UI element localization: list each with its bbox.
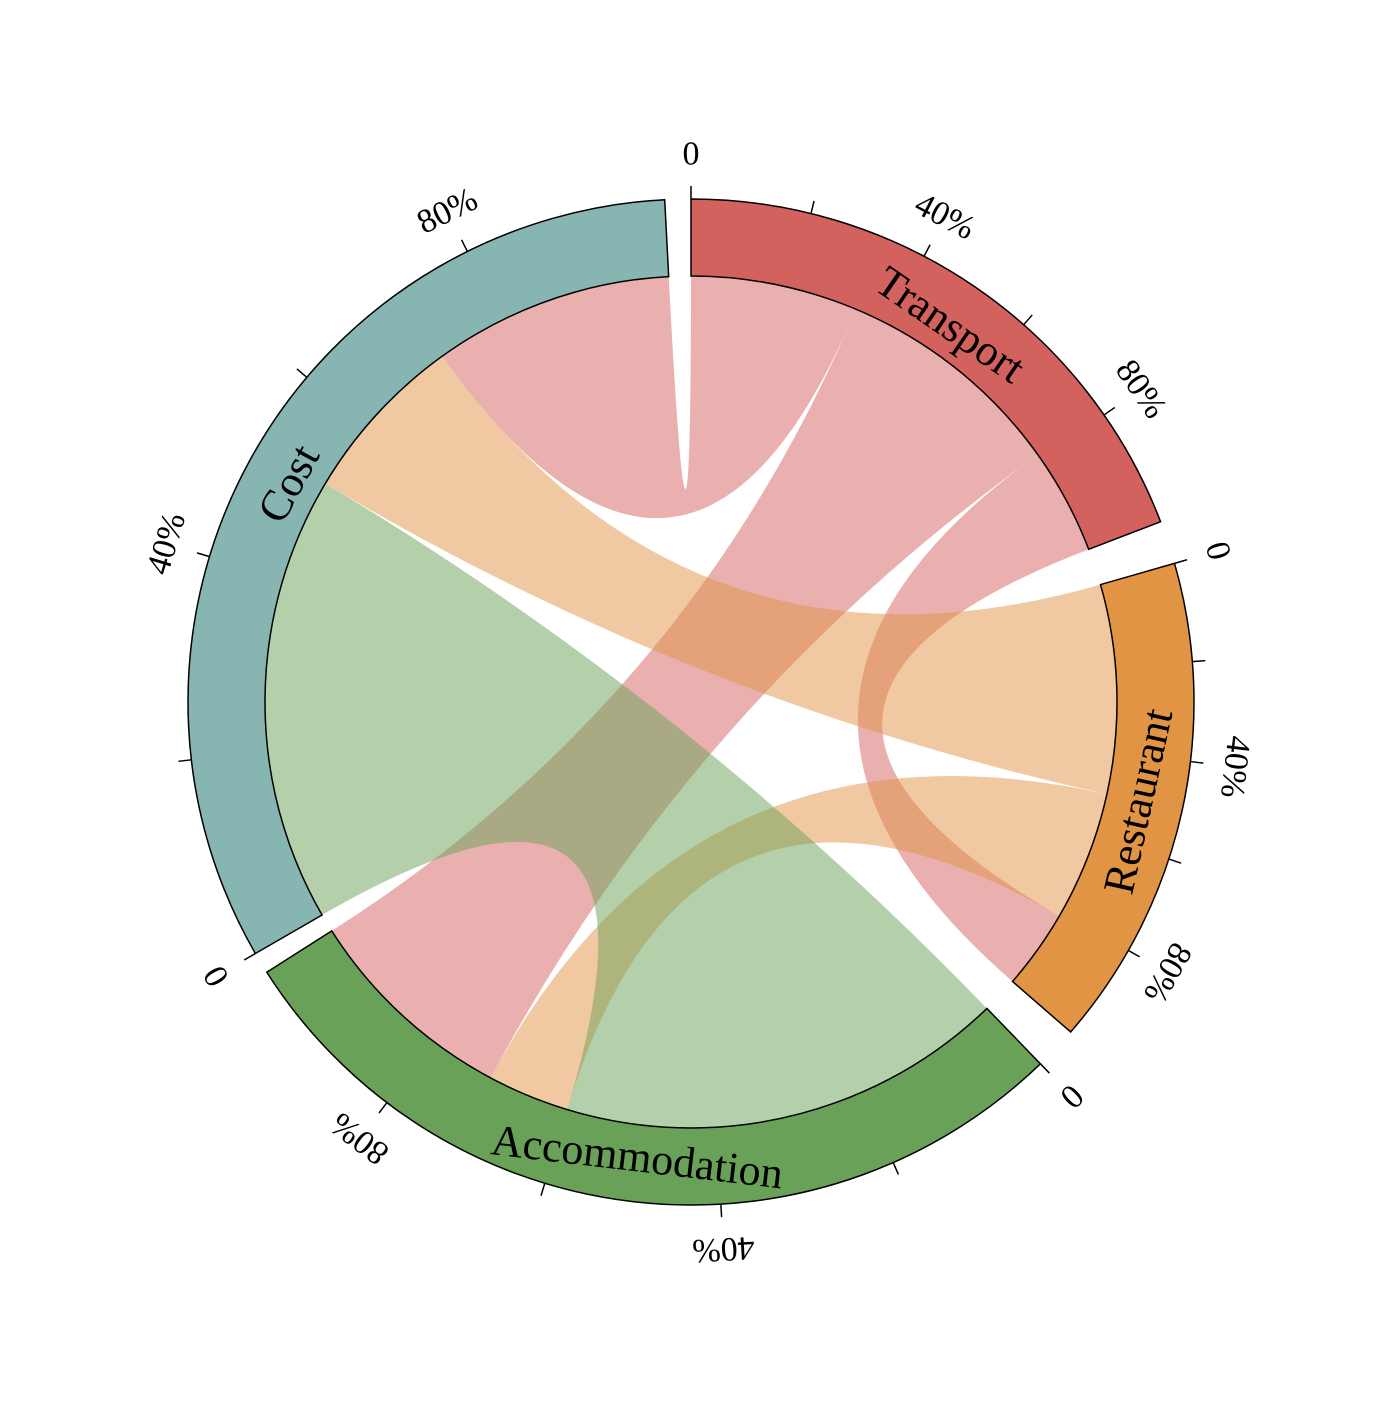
tick-mark-cost-20: [178, 759, 192, 763]
tick-label-transport-40: 40%: [909, 186, 981, 248]
tick-mark-cost-0: [243, 952, 256, 961]
tick-mark-accommodation-0: [1039, 1063, 1050, 1074]
tick-label-accommodation-80: 80%: [324, 1105, 396, 1172]
tick-mark-transport-40: [923, 244, 931, 257]
ribbon-restaurant-accommodation: [490, 776, 1107, 1110]
ribbon-restaurant-cost: [325, 356, 1117, 795]
tick-mark-restaurant-60: [1168, 858, 1182, 864]
sector-arc-transport: [690, 198, 1162, 551]
tick-mark-restaurant-20: [1192, 659, 1206, 663]
sector-arc-restaurant: [1011, 562, 1195, 1034]
tick-label-cost-0: 0: [196, 959, 237, 992]
tick-label-restaurant-80: 80%: [1136, 936, 1199, 1008]
tick-mark-cost-60: [296, 368, 308, 378]
ribbon-transport-accommodation: [331, 309, 1038, 1078]
tick-mark-accommodation-20: [892, 1162, 900, 1175]
tick-mark-transport-80: [1103, 406, 1116, 416]
tick-label-transport-80: 80%: [1108, 353, 1174, 425]
sector-arc-cost: [187, 198, 670, 955]
tick-mark-cost-40: [196, 552, 210, 558]
tick-mark-accommodation-60: [540, 1183, 546, 1196]
tick-mark-transport-60: [1023, 314, 1033, 326]
tick-label-cost-40: 40%: [140, 508, 193, 578]
ribbon-transport-cost: [442, 276, 856, 519]
tick-mark-transport-20: [810, 200, 815, 214]
tick-label-restaurant-40: 40%: [1213, 734, 1257, 800]
tick-label-restaurant-0: 0: [1198, 538, 1238, 565]
tick-mark-restaurant-40: [1190, 760, 1204, 764]
tick-label-accommodation-40: 40%: [691, 1229, 755, 1270]
ribbon-accommodation-cost: [264, 483, 987, 1128]
tick-label-cost-80: 80%: [411, 181, 483, 242]
tick-mark-accommodation-80: [378, 1102, 388, 1114]
sector-arc-accommodation: [265, 929, 1042, 1206]
tick-mark-restaurant-0: [1174, 559, 1188, 565]
tick-mark-accommodation-40: [720, 1204, 723, 1218]
tick-label-transport-0: 0: [683, 136, 700, 173]
tick-label-accommodation-0: 0: [1053, 1077, 1091, 1115]
tick-mark-cost-80: [460, 239, 469, 252]
tick-mark-restaurant-80: [1127, 949, 1141, 958]
